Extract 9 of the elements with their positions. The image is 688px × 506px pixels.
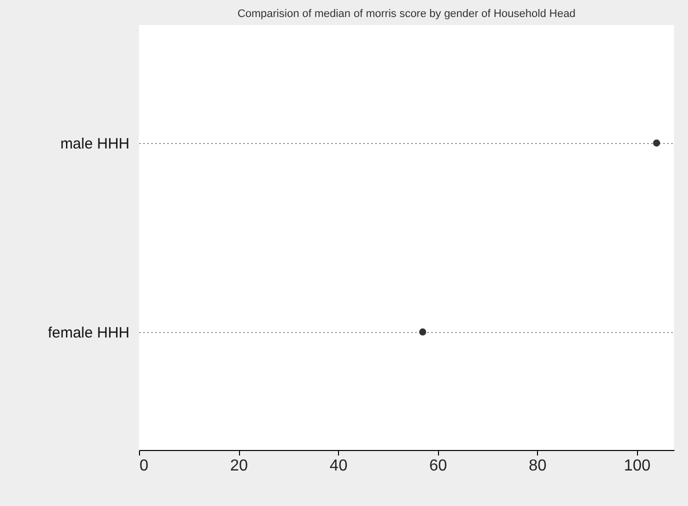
x-tick-label: 100 (624, 458, 651, 474)
x-tick-label: 20 (230, 458, 248, 474)
x-tick-label: 0 (140, 458, 148, 474)
x-tick-label: 80 (528, 458, 547, 474)
chart-title: Comparision of median of morris score by gender of Household Head (237, 8, 576, 20)
y-tick-label: male HHH (60, 136, 130, 153)
x-tick-label: 60 (429, 458, 448, 474)
x-tick-label: 40 (330, 458, 348, 474)
y-tick-label: female HHH (48, 324, 130, 342)
